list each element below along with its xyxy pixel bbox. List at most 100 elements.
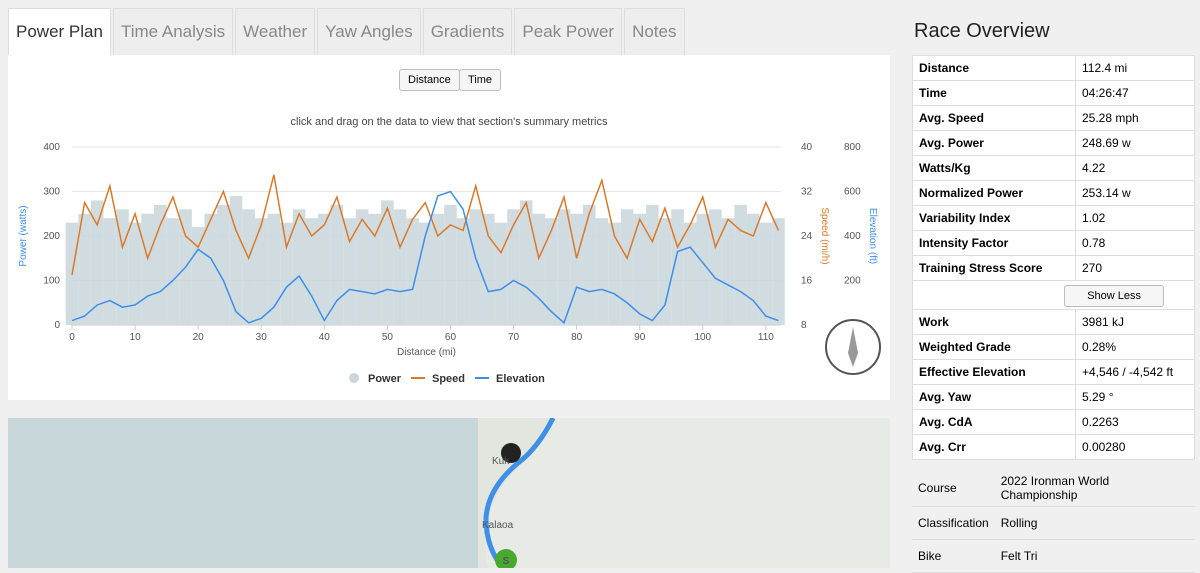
power-bar	[759, 222, 773, 325]
tab[interactable]: Gradients	[422, 8, 513, 56]
power-bar	[254, 218, 268, 325]
table-row: Weighted Grade 0.28%	[912, 334, 1195, 360]
y2-tick-label: 16	[801, 276, 813, 287]
tab[interactable]: Peak Power	[514, 8, 623, 56]
row-label: Variability Index	[912, 205, 1076, 231]
table-row: Work 3981 kJ	[912, 309, 1195, 335]
y2-axis-label: Speed (mi/h)	[819, 207, 830, 264]
y3-axis-label: Elevation (ft)	[867, 208, 878, 264]
power-bar	[318, 213, 331, 325]
power-bar	[595, 218, 609, 325]
power-bar	[368, 213, 382, 325]
yaw-rider	[848, 327, 858, 367]
power-bar	[343, 218, 356, 325]
y-tick-label: 400	[43, 142, 60, 153]
row-value: 0.00280	[1075, 434, 1195, 460]
power-bar	[406, 218, 419, 325]
power-bar	[772, 218, 785, 325]
power-bar	[582, 204, 596, 325]
power-bar	[696, 213, 710, 325]
power-bar	[545, 218, 558, 325]
start-marker	[495, 549, 517, 568]
row-value: 2022 Ironman World Championship	[994, 470, 1195, 507]
tabs: Power Plan Time Analysis Weather Yaw Angles…	[8, 8, 687, 56]
power-bar	[608, 222, 621, 325]
legend-label[interactable]: Power	[368, 373, 402, 385]
tab[interactable]: Time Analysis	[112, 8, 234, 56]
table-row: Training Stress Score 270	[912, 255, 1195, 281]
row-label: Avg. Power	[912, 130, 1076, 156]
show-less-button[interactable]: Show Less	[1064, 285, 1164, 307]
power-bar	[721, 218, 735, 325]
y2-tick-label: 8	[801, 320, 807, 331]
legend-label[interactable]: Speed	[432, 373, 465, 385]
map-label: Kuk	[492, 456, 510, 467]
power-bar	[746, 213, 760, 325]
power-bar	[191, 227, 205, 325]
row-label: Weighted Grade	[912, 334, 1076, 360]
row-label: Course	[912, 470, 995, 507]
power-bar	[633, 213, 647, 325]
tab[interactable]: Power Plan	[8, 8, 111, 56]
x-tick-label: 20	[193, 332, 205, 343]
y-tick-label: 200	[43, 231, 60, 242]
table-row: Intensity Factor 0.78	[912, 230, 1195, 256]
toggle-button[interactable]: Distance	[399, 69, 460, 91]
x-tick-label: 60	[445, 332, 457, 343]
row-value: 25.28 mph	[1075, 105, 1195, 131]
coast	[478, 418, 558, 568]
row-label: Time	[912, 80, 1076, 106]
power-bar	[709, 209, 722, 325]
row-value: 253.14 w	[1075, 180, 1195, 206]
toggle-button[interactable]: Time	[459, 69, 502, 91]
power-bar	[204, 213, 218, 325]
power-bar	[166, 218, 180, 325]
table-row: Course 2022 Ironman World Championship	[912, 470, 1195, 507]
button-cell: Show Less	[912, 280, 1195, 310]
table-row: Classification Rolling	[912, 506, 1195, 540]
y-axis-label: Power (watts)	[18, 205, 29, 266]
y-tick-label: 0	[54, 320, 60, 331]
power-bar	[381, 200, 394, 325]
power-bar	[154, 204, 167, 325]
x-tick-label: 40	[319, 332, 331, 343]
tab[interactable]: Yaw Angles	[317, 8, 421, 56]
ocean	[8, 418, 478, 568]
power-bar	[444, 204, 457, 325]
row-value: +4,546 / -4,542 ft	[1075, 359, 1195, 385]
overview: Race Overview Distance 112.4 mi Time 04:26:…	[912, 20, 1200, 573]
row-label: Avg. Crr	[912, 434, 1076, 460]
power-bar	[141, 213, 155, 325]
row-value: 0.28%	[1075, 334, 1195, 360]
row-label: Normalized Power	[912, 180, 1076, 206]
map-svg: Kuk Kalaoa S	[8, 418, 558, 568]
row-value: Felt Tri	[994, 539, 1195, 573]
x-tick-label: 0	[69, 332, 75, 343]
table-row: Watts/Kg 4.22	[912, 155, 1195, 181]
map-label: S	[503, 556, 510, 567]
table-row: Effective Elevation +4,546 / -4,542 ft	[912, 359, 1195, 385]
row-value: Rolling	[994, 506, 1195, 540]
row-label: Avg. Yaw	[912, 384, 1076, 410]
row-label: Watts/Kg	[912, 155, 1076, 181]
y-tick-label: 100	[43, 276, 60, 287]
power-bar	[482, 213, 495, 325]
y3-tick-label: 600	[844, 187, 861, 198]
power-bar	[78, 213, 91, 325]
legend-label[interactable]: Elevation	[496, 373, 545, 385]
tab[interactable]: Weather	[235, 8, 316, 56]
row-value: 0.78	[1075, 230, 1195, 256]
legend-swatch	[349, 373, 359, 383]
row-label: Classification	[912, 506, 995, 540]
overview-table: Distance 112.4 mi Time 04:26:47 Avg. Speed 25…	[912, 55, 1195, 460]
table-row: Bike Felt Tri	[912, 539, 1195, 573]
x-tick-label: 50	[382, 332, 394, 343]
power-bar	[305, 218, 319, 325]
x-axis-label: Distance (mi)	[397, 347, 456, 358]
x-tick-label: 80	[571, 332, 583, 343]
power-bar	[90, 200, 104, 325]
y3-tick-label: 800	[844, 142, 861, 153]
tab[interactable]: Notes	[624, 8, 685, 56]
power-bar	[532, 213, 546, 325]
y3-tick-label: 400	[844, 231, 861, 242]
